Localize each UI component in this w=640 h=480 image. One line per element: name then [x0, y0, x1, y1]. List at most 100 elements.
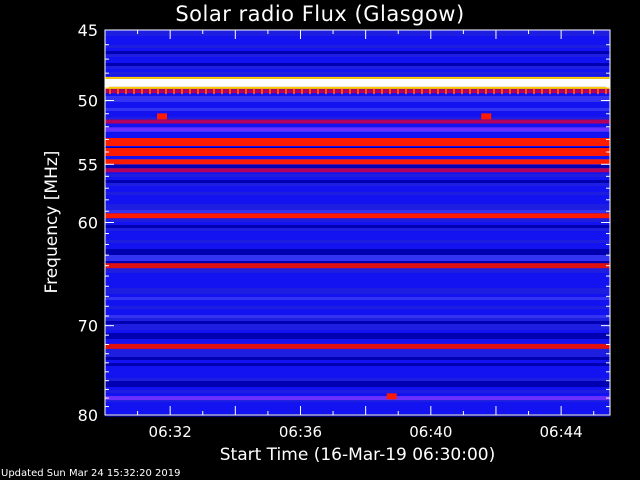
- y-tick-label: 45: [78, 21, 98, 40]
- background-row: [105, 123, 610, 126]
- frequency-band: [105, 263, 610, 269]
- band-dot: [429, 89, 431, 95]
- background-row: [105, 228, 610, 231]
- band-dot: [293, 89, 295, 95]
- band-dot: [125, 89, 127, 95]
- updated-timestamp: Updated Sun Mar 24 15:32:20 2019: [1, 468, 181, 479]
- band-dot: [277, 89, 279, 95]
- background-row: [105, 342, 610, 345]
- background-row: [105, 288, 610, 291]
- background-row: [105, 393, 610, 396]
- background-row: [105, 93, 610, 96]
- background-row: [105, 201, 610, 204]
- background-row: [105, 255, 610, 258]
- band-dot: [285, 89, 287, 95]
- background-row: [105, 300, 610, 303]
- band-dot: [589, 89, 591, 95]
- x-tick-label: 06:40: [409, 423, 452, 441]
- band-dot: [221, 89, 223, 95]
- background-row: [105, 351, 610, 354]
- background-row: [105, 354, 610, 357]
- band-dot: [245, 89, 247, 95]
- background-row: [105, 261, 610, 264]
- background-row: [105, 273, 610, 276]
- background-row: [105, 246, 610, 249]
- background-row: [105, 291, 610, 294]
- background-row: [105, 330, 610, 333]
- background-row: [105, 177, 610, 180]
- band-dot: [517, 89, 519, 95]
- background-row: [105, 48, 610, 51]
- background-row: [105, 252, 610, 255]
- band-dot: [533, 89, 535, 95]
- background-row: [105, 222, 610, 225]
- background-row: [105, 132, 610, 135]
- y-tick-label: 60: [78, 214, 98, 233]
- band-dot: [189, 89, 191, 95]
- background-row: [105, 312, 610, 315]
- band-dot: [333, 89, 335, 95]
- background-row: [105, 327, 610, 330]
- background-row: [105, 195, 610, 198]
- background-row: [105, 339, 610, 342]
- band-dot: [581, 89, 583, 95]
- band-dot: [461, 89, 463, 95]
- background-row: [105, 210, 610, 213]
- background-row: [105, 405, 610, 408]
- background-row: [105, 411, 610, 414]
- band-dot: [141, 89, 143, 95]
- chart-title: Solar radio Flux (Glasgow): [175, 2, 465, 26]
- band-dot: [557, 89, 559, 95]
- band-dot: [253, 89, 255, 95]
- background-row: [105, 75, 610, 78]
- x-tick-label: 06:44: [540, 423, 583, 441]
- frequency-band: [105, 119, 610, 124]
- background-row: [105, 96, 610, 99]
- y-tick-label: 70: [78, 317, 98, 336]
- background-row: [105, 63, 610, 66]
- band-dot: [597, 89, 599, 95]
- band-dot: [205, 89, 207, 95]
- background-row: [105, 387, 610, 390]
- background-row: [105, 30, 610, 33]
- background-row: [105, 375, 610, 378]
- frequency-band-edge: [105, 86, 610, 89]
- y-tick-label: 80: [78, 406, 98, 425]
- band-dot: [477, 89, 479, 95]
- frequency-band: [105, 138, 610, 147]
- background-row: [105, 189, 610, 192]
- background-row: [105, 324, 610, 327]
- frequency-band: [105, 168, 610, 173]
- background-row: [105, 186, 610, 189]
- band-dot: [525, 89, 527, 95]
- band-dot: [405, 89, 407, 95]
- frequency-band: [105, 343, 610, 349]
- band-dot: [469, 89, 471, 95]
- y-tick-label: 55: [78, 155, 98, 174]
- background-row: [105, 318, 610, 321]
- frequency-band: [105, 396, 610, 401]
- band-dot: [173, 89, 175, 95]
- band-dot: [437, 89, 439, 95]
- background-row: [105, 360, 610, 363]
- background-row: [105, 237, 610, 240]
- background-row: [105, 309, 610, 312]
- background-row: [105, 165, 610, 168]
- background-row: [105, 51, 610, 54]
- background-row: [105, 60, 610, 63]
- background-row: [105, 384, 610, 387]
- band-dot: [157, 89, 159, 95]
- frequency-band: [105, 127, 610, 132]
- band-dot: [389, 89, 391, 95]
- background-row: [105, 231, 610, 234]
- frequency-band: [105, 213, 610, 219]
- x-axis-label: Start Time (16-Mar-19 06:30:00): [219, 445, 496, 465]
- band-dot: [509, 89, 511, 95]
- band-dot: [421, 89, 423, 95]
- background-row: [105, 357, 610, 360]
- y-tick-label: 50: [78, 92, 98, 111]
- band-dot: [341, 89, 343, 95]
- band-dot: [565, 89, 567, 95]
- band-dot: [501, 89, 503, 95]
